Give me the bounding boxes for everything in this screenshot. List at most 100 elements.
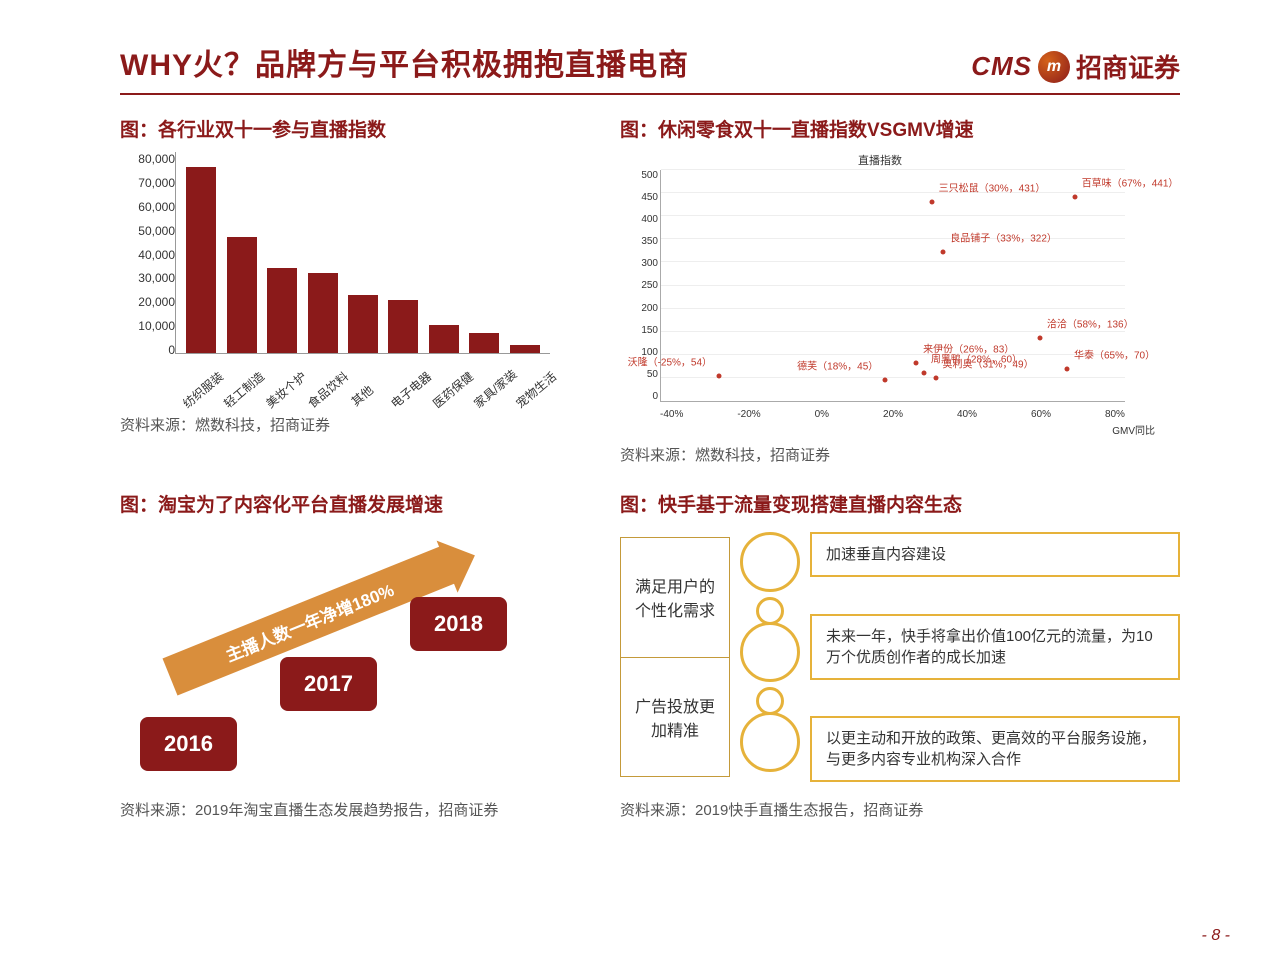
circle-icon [740, 532, 800, 592]
scatter-point [933, 376, 938, 381]
scatter-label: 德芙（18%，45） [797, 358, 878, 373]
scatter-label: 沃隆（-25%，54） [628, 354, 712, 369]
scatter-point [929, 199, 934, 204]
y-tick: 500 [630, 170, 658, 181]
x-label: 医药保健 [429, 379, 463, 411]
scatter-point [1072, 195, 1077, 200]
circle-icon [756, 597, 784, 625]
bar [388, 300, 418, 353]
scatter-label: 良品铺子（33%，322） [950, 230, 1057, 245]
logo-cn-text: 招商证券 [1076, 48, 1180, 85]
x-label: 食品饮料 [304, 379, 338, 411]
bar [227, 237, 257, 353]
panel-title: 图：快手基于流量变现搭建直播内容生态 [620, 490, 1180, 517]
circle-icon [740, 712, 800, 772]
bar [308, 273, 338, 353]
arrow-text: 主播人数一年净增180% [221, 576, 397, 666]
panel-bottom-left: 图：淘宝为了内容化平台直播发展增速 主播人数一年净增180% 2016 2017… [120, 490, 580, 820]
source-text: 资料来源：2019快手直播生态报告，招商证券 [620, 799, 1180, 820]
y-axis-title: 直播指数 [858, 152, 902, 168]
y-tick: 60,000 [120, 200, 175, 214]
y-tick: 50 [630, 369, 658, 380]
bar [469, 333, 499, 353]
scatter-point [1037, 336, 1042, 341]
eco-box: 未来一年，快手将拿出价值100亿元的流量，为10万个优质创作者的成长加速 [810, 614, 1180, 680]
y-tick: 200 [630, 303, 658, 314]
x-label: 纺织服装 [179, 379, 213, 411]
x-tick: -40% [660, 409, 683, 420]
eco-connector [735, 527, 810, 787]
year-box: 2017 [280, 657, 377, 711]
header: WHY火？品牌方与平台积极拥抱直播电商 CMS m 招商证券 [120, 40, 1180, 95]
panel-title: 图：休闲零食双十一直播指数VSGMV增速 [620, 115, 1180, 142]
scatter-label: 百草味（67%，441） [1082, 175, 1179, 190]
x-label: 宠物生活 [512, 379, 546, 411]
eco-left-column: 满足用户的个性化需求 广告投放更加精准 [620, 537, 730, 777]
brand-logo: CMS m 招商证券 [971, 48, 1180, 85]
circle-icon [740, 622, 800, 682]
y-tick: 50,000 [120, 224, 175, 238]
y-tick: 40,000 [120, 248, 175, 262]
scatter-label: 奥利奥（31%，49） [942, 356, 1033, 371]
eco-left-item: 广告投放更加精准 [621, 657, 729, 777]
source-text: 资料来源：2019年淘宝直播生态发展趋势报告，招商证券 [120, 799, 580, 820]
scatter-label: 洽洽（58%，136） [1047, 316, 1134, 331]
x-tick: 20% [883, 409, 903, 420]
bar-chart: 80,000 70,000 60,000 50,000 40,000 30,000 20,0… [120, 152, 550, 402]
panel-top-right: 图：休闲零食双十一直播指数VSGMV增速 直播指数 50045040035030… [620, 115, 1180, 465]
x-label: 其他 [345, 379, 379, 411]
y-tick: 0 [120, 343, 175, 357]
y-tick: 350 [630, 236, 658, 247]
panel-title: 图：淘宝为了内容化平台直播发展增速 [120, 490, 580, 517]
scatter-point [921, 371, 926, 376]
eco-left-item: 满足用户的个性化需求 [621, 538, 729, 657]
y-tick: 30,000 [120, 271, 175, 285]
x-tick: 40% [957, 409, 977, 420]
x-tick: 0% [815, 409, 829, 420]
y-tick: 70,000 [120, 176, 175, 190]
growth-diagram: 主播人数一年净增180% 2016 2017 2018 [120, 537, 540, 787]
year-box: 2016 [140, 717, 237, 771]
x-tick: 80% [1105, 409, 1125, 420]
scatter-point [883, 378, 888, 383]
x-tick: -20% [737, 409, 760, 420]
source-text: 资料来源：燃数科技，招商证券 [120, 414, 580, 435]
page-title: WHY火？品牌方与平台积极拥抱直播电商 [120, 40, 971, 84]
bar [348, 295, 378, 353]
x-label: 轻工制造 [221, 379, 255, 411]
y-tick: 20,000 [120, 295, 175, 309]
x-label: 家具/家装 [470, 379, 504, 411]
bar [510, 345, 540, 353]
eco-box: 以更主动和开放的政策、更高效的平台服务设施，与更多内容专业机构深入合作 [810, 716, 1180, 782]
y-tick: 150 [630, 325, 658, 336]
y-tick: 450 [630, 192, 658, 203]
scatter-point [717, 374, 722, 379]
bar [186, 167, 216, 353]
circle-icon [756, 687, 784, 715]
scatter-label: 华泰（65%，70） [1074, 346, 1155, 361]
scatter-label: 三只松鼠（30%，431） [939, 179, 1046, 194]
scatter-point [941, 250, 946, 255]
logo-icon: m [1038, 51, 1070, 83]
x-label: 电子电器 [387, 379, 421, 411]
eco-diagram: 满足用户的个性化需求 广告投放更加精准 加速垂直内容建设 未来一年，快手将拿出价… [620, 537, 1180, 787]
eco-box: 加速垂直内容建设 [810, 532, 1180, 577]
logo-cms-text: CMS [971, 51, 1032, 82]
scatter-point [914, 360, 919, 365]
y-tick: 400 [630, 214, 658, 225]
bar [429, 325, 459, 353]
scatter-chart: 直播指数 500450400350300250200150100500 百草味（… [620, 152, 1140, 432]
panel-bottom-right: 图：快手基于流量变现搭建直播内容生态 满足用户的个性化需求 广告投放更加精准 加… [620, 490, 1180, 820]
y-tick: 0 [630, 391, 658, 402]
page-number: - 8 - [1202, 927, 1230, 945]
y-tick: 300 [630, 258, 658, 269]
source-text: 资料来源：燃数科技，招商证券 [620, 444, 1180, 465]
y-tick: 250 [630, 280, 658, 291]
bar [267, 268, 297, 353]
x-tick: 60% [1031, 409, 1051, 420]
panel-top-left: 图：各行业双十一参与直播指数 80,00070,00060,00050,0004… [120, 115, 580, 465]
x-label: 美妆个护 [262, 379, 296, 411]
y-tick: 80,000 [120, 152, 175, 166]
scatter-point [1065, 366, 1070, 371]
y-tick: 10,000 [120, 319, 175, 333]
